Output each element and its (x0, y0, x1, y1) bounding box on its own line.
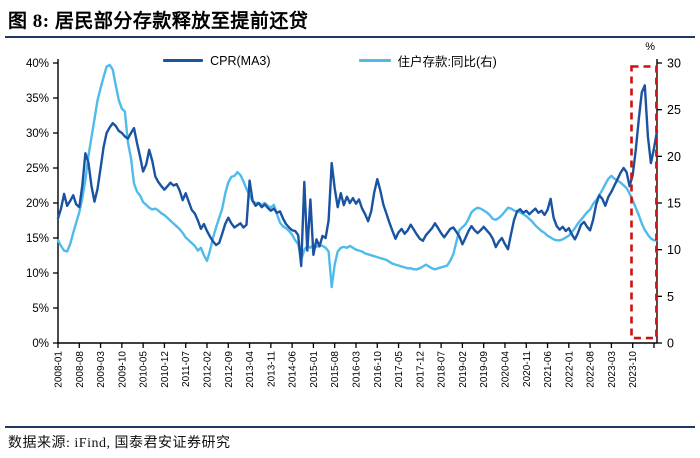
legend-item-cpr: CPR(MA3) (163, 53, 271, 68)
figure-title: 图 8: 居民部分存款释放至提前还贷 (8, 11, 309, 32)
chart-legend: CPR(MA3) 住户存款:同比(右) (60, 51, 600, 70)
y-axis-left-label: 10% (26, 268, 49, 280)
y-axis-left-label: 35% (26, 93, 49, 105)
x-axis-label: 2008-01 (54, 351, 65, 388)
y-axis-right-label: 10 (667, 243, 681, 257)
x-axis-label: 2019-09 (479, 351, 490, 388)
x-axis-label: 2012-09 (224, 351, 235, 388)
y-axis-left-label: 25% (26, 163, 49, 175)
cpr-ma3-line (56, 84, 659, 268)
x-axis-label: 2013-04 (245, 351, 256, 388)
x-axis-label: 2015-08 (330, 351, 341, 388)
y-axis-right-label: 25 (667, 103, 681, 117)
x-axis-label: 2009-10 (117, 351, 128, 388)
right-axis-unit-label: % (645, 41, 655, 53)
x-axis-label: 2018-07 (437, 351, 448, 388)
x-axis-label: 2017-05 (394, 351, 405, 388)
legend-label-deposits: 住户存款:同比(右) (397, 55, 497, 69)
x-axis-label: 2016-10 (373, 351, 384, 388)
x-axis-label: 2012-02 (202, 351, 213, 388)
x-axis-label: 2019-02 (458, 351, 469, 388)
cpr-line-swatch-icon (163, 59, 204, 62)
y-axis-right-label: 5 (667, 290, 674, 304)
legend-item-deposits: 住户存款:同比(右) (358, 51, 497, 70)
y-axis-left-label: 20% (26, 198, 49, 210)
x-axis-label: 2020-04 (500, 351, 511, 388)
x-axis-label: 2021-06 (543, 351, 554, 388)
x-axis-label: 2017-12 (415, 351, 426, 388)
x-axis-label: 2016-03 (351, 351, 362, 388)
x-axis-label: 2010-12 (160, 351, 171, 388)
y-axis-left-label: 5% (32, 303, 49, 315)
x-axis-label: 2013-11 (266, 351, 277, 387)
x-axis-label: 2020-11 (522, 351, 533, 387)
y-axis-right-label: 20 (667, 150, 681, 164)
y-axis-right-label: 0 (667, 337, 674, 351)
x-axis-label: 2022-01 (564, 351, 575, 388)
y-axis-left-label: 30% (26, 128, 49, 140)
x-axis-label: 2022-08 (586, 351, 597, 388)
y-axis-right-label: 15 (667, 197, 681, 211)
x-axis-label: 2011-07 (181, 351, 192, 387)
title-divider (5, 36, 695, 38)
y-axis-left-label: 40% (26, 58, 49, 70)
x-axis-label: 2023-10 (628, 351, 639, 388)
y-axis-right-label: 30 (667, 57, 681, 71)
x-axis-label: 2023-03 (607, 351, 618, 388)
x-axis-label: 2014-06 (288, 351, 299, 388)
x-axis-label: 2008-08 (75, 351, 86, 388)
household-deposit-yoy-line (56, 63, 659, 289)
y-axis-left-label: 15% (26, 233, 49, 245)
data-source-note: 数据来源: iFind, 国泰君安证券研究 (8, 436, 231, 451)
deposit-line-swatch-icon (358, 59, 391, 62)
x-axis-label: 2010-05 (139, 351, 150, 388)
legend-label-cpr: CPR(MA3) (210, 53, 271, 68)
footer-divider (5, 426, 695, 428)
x-axis-label: 2015-01 (309, 351, 320, 388)
highlight-recent-period-box (630, 65, 658, 340)
y-axis-left-label: 0% (32, 338, 49, 350)
x-axis-label: 2009-03 (96, 351, 107, 388)
